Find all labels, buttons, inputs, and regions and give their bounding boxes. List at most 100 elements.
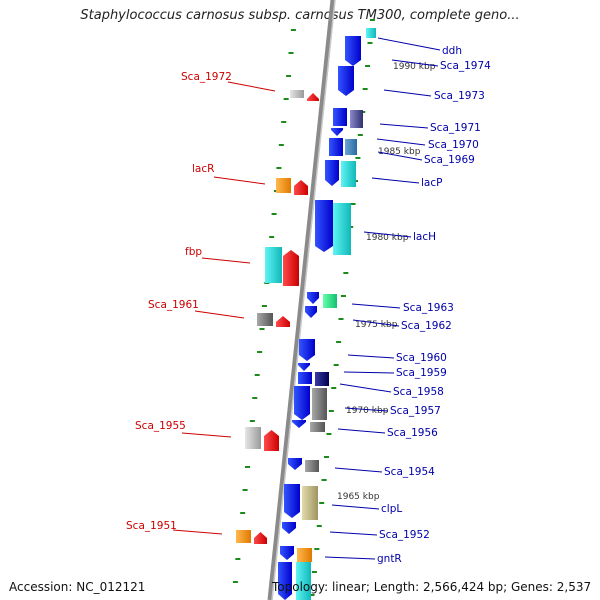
gene-feature: [341, 161, 356, 187]
gene-label-sca_1973[interactable]: Sca_1973: [434, 90, 485, 102]
gene-feature: [298, 372, 312, 384]
gene-feature: [345, 36, 361, 66]
gene-label-sca_1951[interactable]: Sca_1951: [126, 520, 177, 532]
gene-label-lach[interactable]: lacH: [413, 231, 436, 243]
gene-label-lacp[interactable]: lacP: [421, 177, 442, 189]
label-leader-line: [194, 310, 245, 319]
label-leader-line: [347, 354, 395, 359]
gene-feature: [236, 530, 251, 543]
gene-feature: [350, 110, 363, 128]
gene-feature: [325, 160, 339, 186]
scale-label: 1990 kbp: [393, 62, 436, 72]
gene-feature: [294, 386, 310, 420]
gene-feature: [276, 316, 290, 327]
label-leader-line: [379, 123, 429, 129]
scale-label: 1985 kbp: [378, 147, 421, 157]
gene-feature: [302, 486, 318, 520]
gene-label-sca_1969[interactable]: Sca_1969: [424, 154, 475, 166]
gene-feature: [312, 388, 327, 420]
gene-label-sca_1955[interactable]: Sca_1955: [135, 420, 186, 432]
gene-feature: [331, 128, 343, 136]
label-leader-line: [334, 467, 383, 473]
gene-feature: [296, 562, 311, 600]
gene-feature: [345, 139, 357, 155]
gene-feature: [338, 66, 354, 96]
label-leader-line: [352, 319, 400, 327]
gene-label-sca_1971[interactable]: Sca_1971: [430, 122, 481, 134]
gene-label-sca_1970[interactable]: Sca_1970: [428, 139, 479, 151]
gene-label-sca_1961[interactable]: Sca_1961: [148, 299, 199, 311]
genome-backbone: [267, 0, 336, 600]
gene-label-lacr[interactable]: lacR: [192, 163, 214, 175]
label-leader-line: [344, 407, 389, 412]
gene-label-sca_1974[interactable]: Sca_1974: [440, 60, 491, 72]
scale-label: 1980 kbp: [366, 233, 409, 243]
gene-feature: [310, 422, 325, 432]
map-title: Staphylococcus carnosus subsp. carnosus …: [80, 8, 520, 23]
gene-label-sca_1959[interactable]: Sca_1959: [396, 367, 447, 379]
label-leader-line: [351, 303, 401, 309]
gene-feature: [307, 292, 319, 304]
label-leader-line: [172, 529, 223, 535]
scale-label: 1965 kbp: [337, 492, 380, 502]
gene-feature: [276, 178, 291, 193]
label-leader-line: [377, 151, 423, 161]
gene-label-sca_1962[interactable]: Sca_1962: [401, 320, 452, 332]
scale-label: 1975 kbp: [355, 320, 398, 330]
gene-label-sca_1963[interactable]: Sca_1963: [403, 302, 454, 314]
label-leader-line: [213, 176, 266, 185]
gene-label-clpl[interactable]: clpL: [381, 503, 402, 515]
gene-feature: [307, 93, 319, 101]
label-leader-line: [391, 59, 439, 67]
label-leader-line: [201, 257, 251, 264]
gene-feature: [333, 203, 351, 255]
gene-feature: [298, 363, 310, 371]
label-leader-line: [339, 383, 392, 393]
label-leader-line: [376, 138, 426, 146]
label-leader-line: [377, 37, 441, 51]
accession-text: Accession: NC_012121: [9, 580, 146, 594]
gene-feature: [254, 532, 267, 544]
label-leader-line: [371, 177, 420, 184]
label-leader-line: [227, 81, 276, 92]
gene-label-sca_1958[interactable]: Sca_1958: [393, 386, 444, 398]
label-leader-line: [363, 231, 412, 238]
gene-label-sca_1957[interactable]: Sca_1957: [390, 405, 441, 417]
gene-feature: [282, 522, 296, 534]
gene-label-sca_1960[interactable]: Sca_1960: [396, 352, 447, 364]
gene-label-ddh[interactable]: ddh: [442, 45, 462, 57]
label-leader-line: [181, 432, 232, 438]
label-leader-line: [329, 531, 378, 536]
gene-feature: [329, 138, 343, 156]
gene-feature: [280, 546, 294, 560]
gene-feature: [245, 427, 261, 449]
gene-label-sca_1956[interactable]: Sca_1956: [387, 427, 438, 439]
gene-feature: [305, 460, 319, 472]
gene-label-sca_1952[interactable]: Sca_1952: [379, 529, 430, 541]
label-leader-line: [383, 89, 432, 97]
gene-feature: [257, 313, 273, 326]
gene-feature: [278, 562, 292, 600]
gene-feature: [366, 28, 376, 38]
gene-feature: [265, 247, 282, 283]
gene-label-sca_1972[interactable]: Sca_1972: [181, 71, 232, 83]
gene-feature: [323, 294, 337, 308]
gene-feature: [284, 484, 300, 518]
gene-feature: [297, 548, 312, 562]
gene-feature: [288, 458, 302, 470]
gene-feature: [290, 90, 304, 98]
gene-feature: [315, 372, 329, 386]
gene-feature: [299, 339, 315, 361]
gene-feature: [305, 306, 317, 318]
gene-label-fbp[interactable]: fbp: [185, 246, 202, 258]
label-leader-line: [331, 504, 380, 510]
label-leader-line: [337, 428, 386, 434]
gene-label-sca_1954[interactable]: Sca_1954: [384, 466, 435, 478]
gene-feature: [264, 430, 279, 451]
topology-text: Topology: linear; Length: 2,566,424 bp; …: [272, 580, 592, 594]
gene-label-gntr[interactable]: gntR: [377, 553, 402, 565]
label-leader-line: [343, 371, 395, 374]
gene-feature: [294, 180, 308, 195]
gene-feature: [283, 250, 299, 286]
